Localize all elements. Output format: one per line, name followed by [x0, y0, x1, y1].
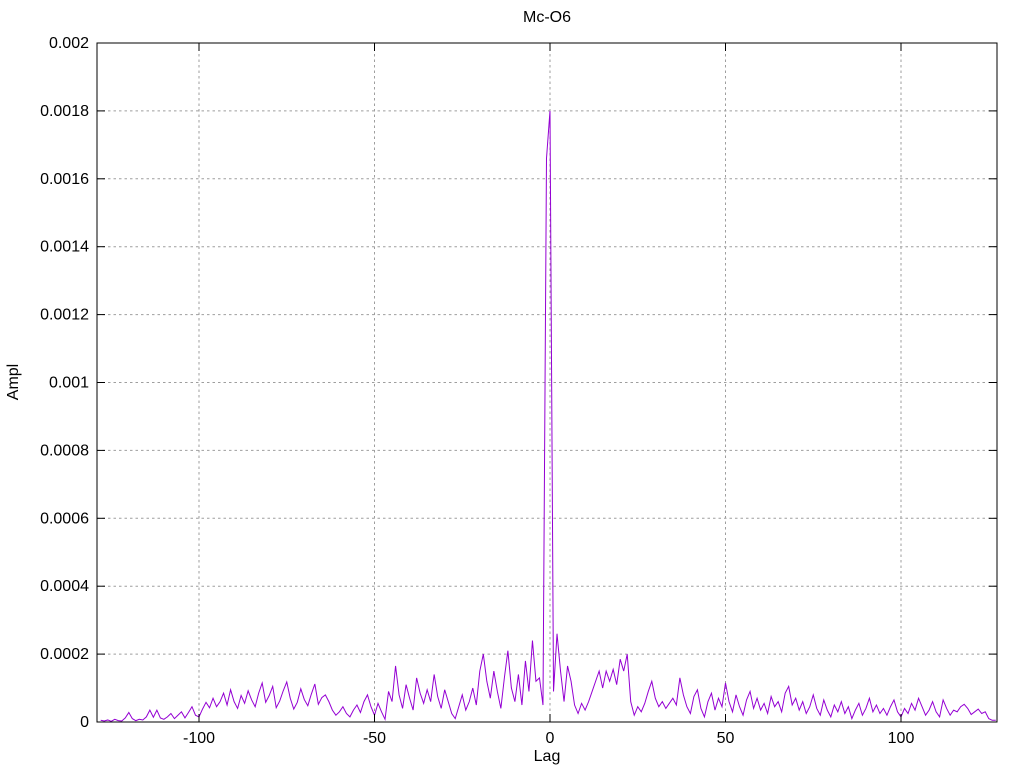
y-tick-label: 0.0016: [40, 171, 89, 188]
x-tick-label: 50: [717, 730, 735, 747]
y-axis-label: Ampl: [5, 363, 22, 401]
y-tick-label: 0.0012: [40, 307, 89, 324]
y-tick-label: 0.0002: [40, 646, 89, 663]
chart-title: Mc-O6: [523, 9, 571, 26]
y-tick-label: 0.0014: [40, 239, 89, 256]
y-tick-label: 0.0004: [40, 578, 89, 595]
y-tick-label: 0.0018: [40, 103, 89, 120]
y-tick-label: 0.002: [49, 35, 89, 52]
axis-tick-labels: -100 -50 0 50 100 0 0.0002 0.0004 0.0006 0.0008 0.…: [40, 35, 914, 747]
y-tick-label: 0.0006: [40, 510, 89, 527]
x-tick-label: 0: [546, 730, 555, 747]
x-tick-label: -100: [183, 730, 215, 747]
y-tick-label: 0.001: [49, 375, 89, 392]
tick-marks: [97, 42, 997, 723]
y-tick-label: 0.0008: [40, 442, 89, 459]
y-tick-label: 0: [80, 714, 89, 731]
gridlines: [97, 42, 997, 723]
x-tick-label: 100: [888, 730, 915, 747]
x-axis-label: Lag: [533, 748, 561, 765]
series-line: [100, 110, 996, 722]
x-tick-label: -50: [363, 730, 386, 747]
